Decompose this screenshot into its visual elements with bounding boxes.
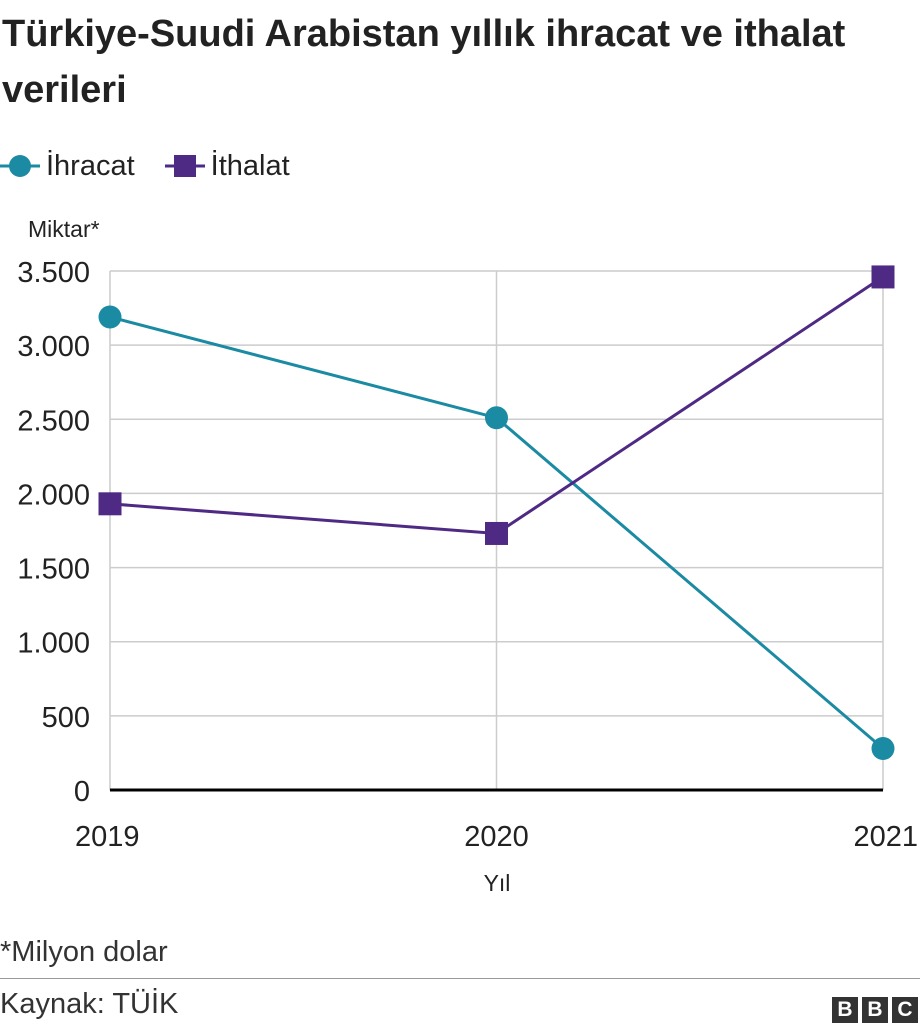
footnote: *Milyon dolar [0, 936, 168, 968]
footer-divider [0, 978, 920, 979]
x-tick-label: 2020 [464, 821, 529, 853]
x-axis-label: Yıl [484, 870, 511, 896]
y-tick-label: 2.000 [17, 479, 90, 511]
x-tick-label: 2021 [853, 821, 918, 853]
legend-item-exports: İhracat [0, 150, 135, 183]
y-tick-label: 0 [74, 776, 90, 808]
y-axis-label: Miktar* [28, 216, 100, 242]
data-point-square [98, 492, 122, 516]
source-text: Kaynak: TÜİK [0, 988, 179, 1020]
square-marker-icon [164, 155, 205, 177]
data-point-square [871, 265, 895, 289]
y-tick-label: 500 [42, 702, 90, 734]
data-point-circle [871, 736, 895, 760]
line-chart: 0 500 1.000 1.500 2.000 2.500 3.000 3.500 2019 20… [17, 216, 918, 896]
logo-letter: C [892, 997, 918, 1023]
data-point-circle [485, 406, 508, 430]
data-point-circle [98, 305, 122, 329]
legend-item-imports: İthalat [164, 149, 290, 183]
chart-title: Türkiye-Suudi Arabistan yıllık ihracat v… [2, 13, 846, 111]
legend: İhracat İthalat [0, 146, 320, 186]
y-tick-label: 2.500 [17, 405, 90, 437]
legend-label-exports: İhracat [46, 149, 135, 182]
circle-marker-icon [0, 155, 40, 177]
legend-label-imports: İthalat [210, 149, 290, 182]
y-tick-label: 3.500 [17, 257, 90, 289]
x-tick-label: 2019 [75, 821, 140, 853]
y-tick-label: 3.000 [17, 331, 90, 363]
y-tick-label: 1.000 [17, 628, 90, 660]
logo-letter: B [862, 997, 888, 1023]
bbc-logo: B B C [828, 997, 918, 1023]
logo-letter: B [832, 997, 858, 1023]
data-point-square [485, 521, 508, 545]
y-tick-label: 1.500 [17, 554, 90, 586]
